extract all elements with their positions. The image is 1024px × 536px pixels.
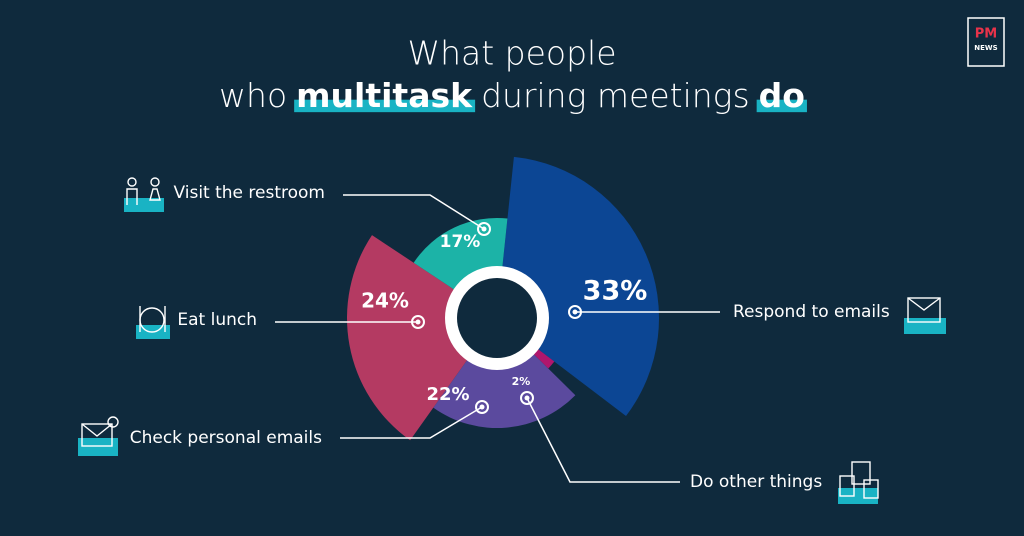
icon-restroom	[124, 177, 164, 212]
icon-base	[124, 198, 164, 212]
leader-dot-core	[481, 226, 487, 232]
icon-personal-email	[78, 416, 119, 456]
icon-lunch	[136, 306, 170, 339]
icon-part	[150, 177, 160, 187]
title-line1: What people	[407, 34, 616, 73]
leader-dot-core	[572, 309, 578, 315]
icon-part	[907, 297, 941, 323]
value-label: 22%	[426, 384, 469, 405]
value-label: 33%	[583, 276, 648, 307]
leader-line	[343, 194, 485, 230]
leader-dot-core	[479, 404, 485, 410]
category-label: Do other things	[690, 472, 822, 492]
pie-slice	[346, 235, 497, 441]
pie-slice	[433, 318, 576, 429]
leader-line	[340, 406, 483, 439]
leader-dot	[568, 305, 582, 319]
logo-top: PM	[975, 27, 997, 42]
icon-part	[81, 423, 113, 437]
leader-dot-core	[524, 395, 530, 401]
title-part: multitask	[296, 76, 473, 115]
icon-part	[851, 461, 871, 485]
value-label: 17%	[440, 232, 481, 252]
icon-part	[863, 479, 879, 499]
logo-bottom: NEWS	[974, 44, 997, 52]
category-label: Check personal emails	[130, 428, 322, 448]
title-part: who	[219, 76, 287, 115]
leader-dot	[475, 400, 489, 414]
title-part: do	[759, 76, 805, 115]
value-label: 24%	[361, 289, 409, 313]
icon-base	[78, 438, 118, 456]
icon-part	[127, 177, 137, 187]
title-line2: who multitask during meetings do	[219, 76, 805, 115]
title-part: during meetings	[481, 76, 750, 115]
category-label: Visit the restroom	[173, 183, 325, 203]
icon-other	[838, 461, 879, 504]
icon-part	[139, 306, 166, 332]
leader-dot	[477, 222, 491, 236]
category-label: Eat lunch	[177, 310, 257, 330]
logo: PM NEWS	[967, 17, 1005, 67]
title-highlight	[294, 99, 476, 113]
leader-dot	[411, 315, 425, 329]
icon-part	[126, 188, 161, 205]
icon-part	[839, 475, 855, 497]
title-highlights	[294, 99, 807, 113]
icon-base	[838, 488, 878, 504]
logo-frame	[967, 17, 1005, 67]
leader-dot-core	[415, 319, 421, 325]
leader-line	[526, 397, 680, 483]
icon-email	[904, 297, 946, 334]
value-label: 2%	[512, 375, 531, 388]
icon-part	[81, 423, 113, 447]
pie-chart: 33% Respond to emails 2% Do other things 22%…	[130, 156, 890, 492]
icon-part	[907, 297, 941, 311]
pie-slice	[497, 156, 659, 417]
center-hole	[457, 278, 537, 358]
title-highlight	[756, 99, 807, 113]
category-label: Respond to emails	[733, 302, 890, 322]
leader-dot	[520, 391, 534, 405]
icon-part	[107, 416, 119, 428]
